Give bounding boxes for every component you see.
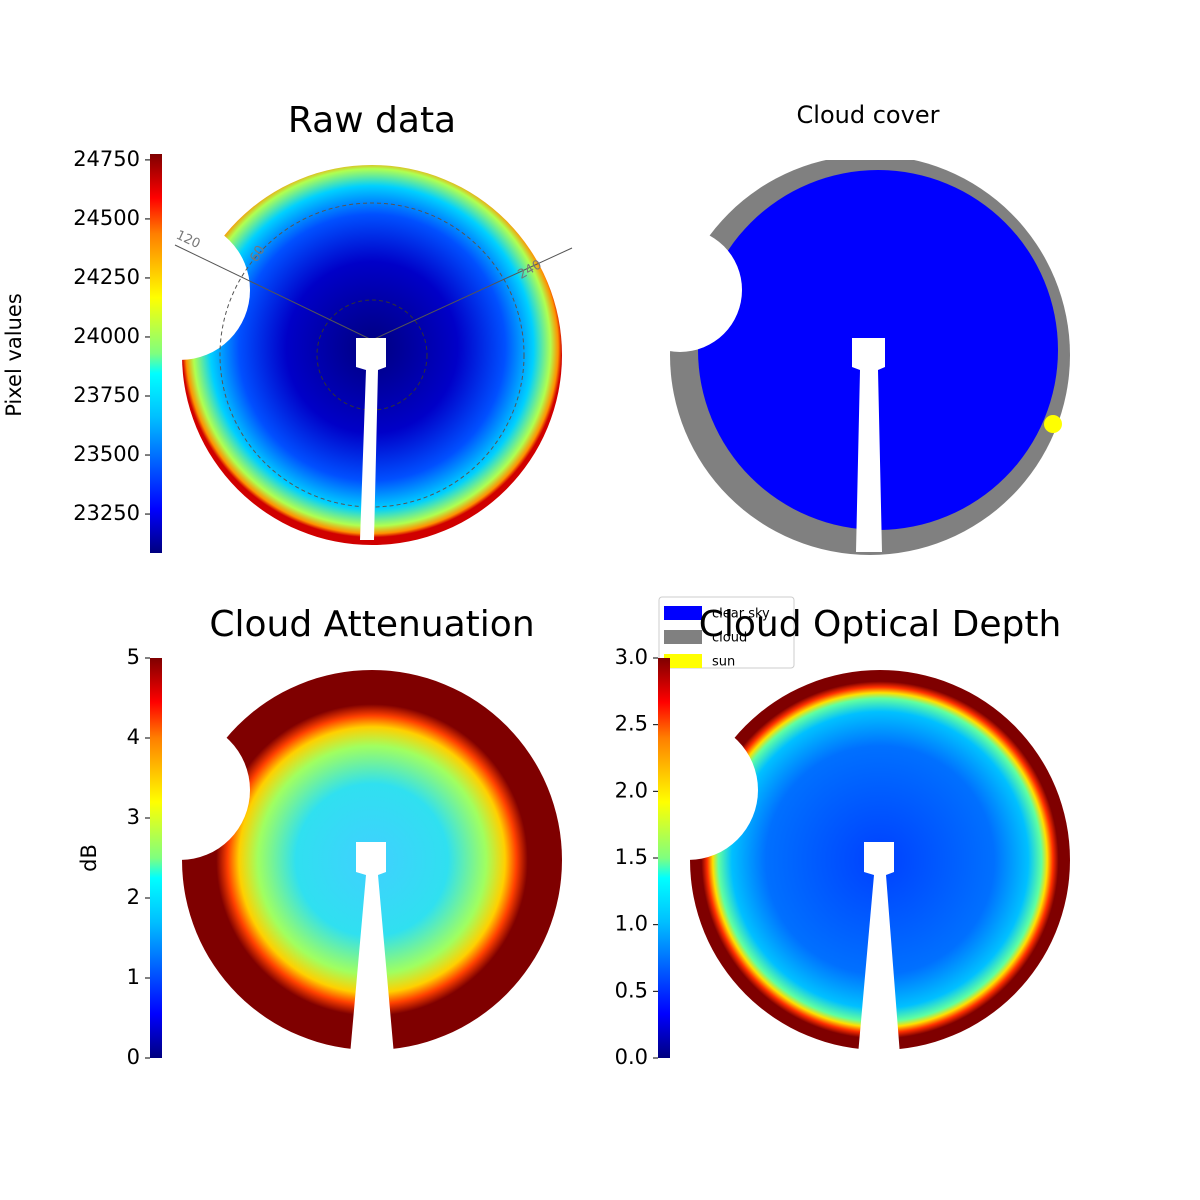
panel-title: Cloud cover [797,101,940,129]
colorbar [150,154,162,553]
polar-label: 60 [247,243,268,265]
colorbar-tick-label: 0.0 [615,1045,648,1069]
colorbar-tick-label: 24000 [73,324,140,348]
legend-label: clear sky [712,607,770,622]
colorbar-label: dB [77,844,101,872]
colorbar-tick-label: 24750 [73,147,140,171]
optical-depth-image [618,670,1070,1055]
colorbar-tick-label: 23250 [73,501,140,525]
legend-swatch [664,606,702,620]
legend-label: sun [712,655,735,670]
colorbar-tick-label: 0.5 [615,978,648,1002]
panel-title: Cloud Optical Depth [699,604,1062,645]
legend-label: cloud [712,631,747,646]
colorbar-tick-label: 3.0 [615,645,648,669]
colorbar-tick-label: 1 [127,965,140,989]
raw-image [110,165,573,545]
colorbar-tick-label: 24250 [73,265,140,289]
attenuation-image [110,670,562,1055]
colorbar-tick-label: 3 [127,805,140,829]
colorbar-tick-label: 2 [127,885,140,909]
colorbar-tick-label: 23500 [73,442,140,466]
panel-title: Raw data [288,100,456,141]
colorbar-tick-label: 23750 [73,383,140,407]
cloud-cover-image [618,150,1100,555]
colorbar-tick-label: 2.5 [615,712,648,736]
colorbar-tick-label: 24500 [73,206,140,230]
colorbar-tick-label: 1.0 [615,912,648,936]
colorbar [658,658,670,1058]
colorbar-tick-label: 4 [127,725,140,749]
panel-title: Cloud Attenuation [209,604,534,645]
colorbar-tick-label: 5 [127,645,140,669]
legend-swatch [664,654,702,668]
colorbar-label: Pixel values [2,293,26,417]
legend-swatch [664,630,702,644]
colorbar-tick-label: 1.5 [615,845,648,869]
colorbar [150,658,162,1058]
colorbar-tick-label: 2.0 [615,778,648,802]
colorbar-tick-label: 0 [127,1045,140,1069]
